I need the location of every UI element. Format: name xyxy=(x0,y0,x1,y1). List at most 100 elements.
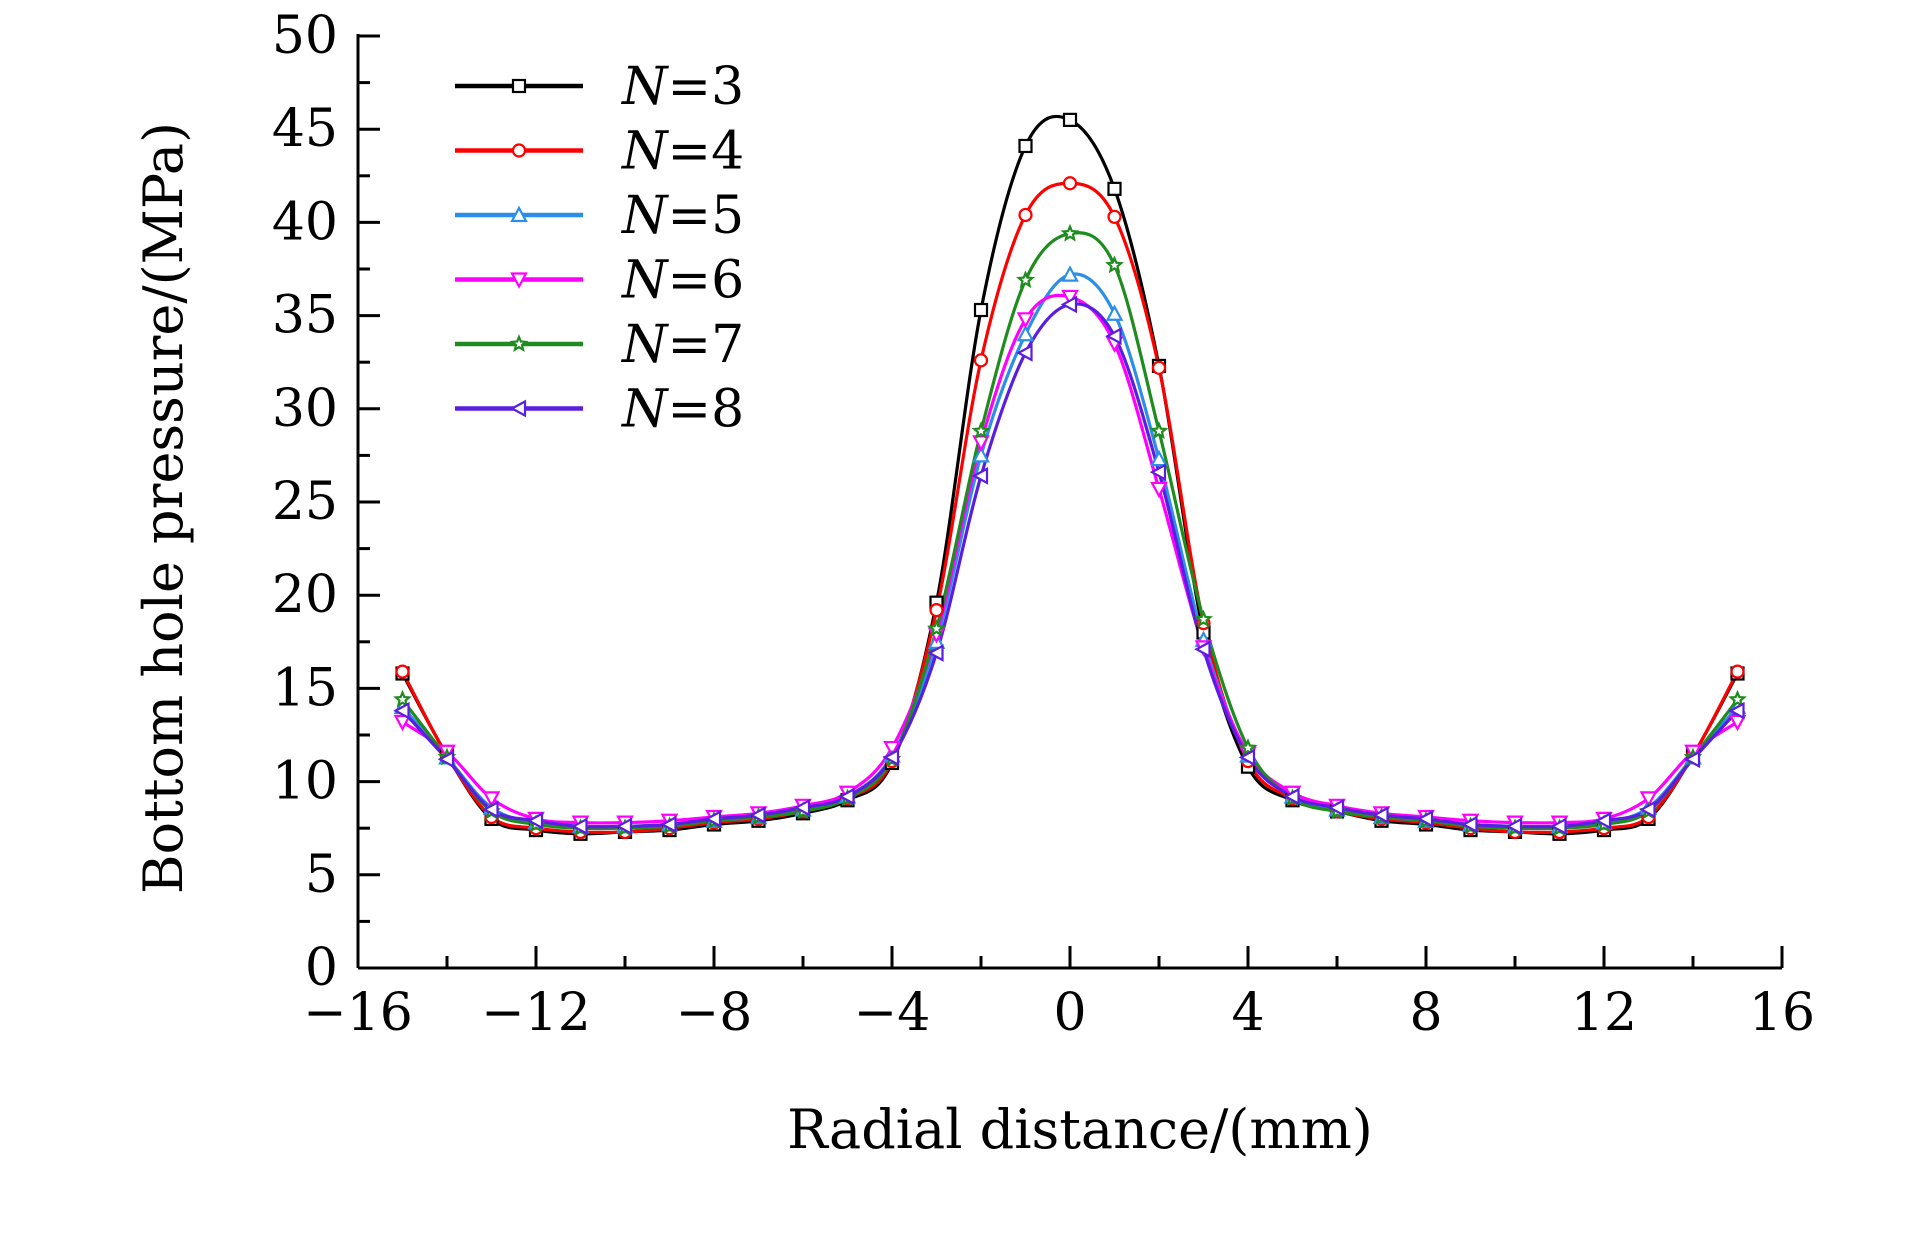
data-point-marker xyxy=(972,435,990,452)
data-point-marker xyxy=(1194,609,1213,628)
legend-label: N=5 xyxy=(620,186,744,246)
legend-label-value: =3 xyxy=(668,57,745,117)
y-tick-label: 45 xyxy=(272,99,338,159)
data-point-marker xyxy=(1105,327,1122,345)
x-tick-label: −12 xyxy=(481,983,591,1043)
legend-label-value: =4 xyxy=(668,122,745,182)
data-point-marker xyxy=(1728,689,1747,708)
data-point-marker xyxy=(1062,176,1078,191)
x-tick-label: 0 xyxy=(1053,983,1086,1043)
data-point-marker xyxy=(1728,701,1745,720)
y-tick-label: 40 xyxy=(272,192,338,252)
data-point-marker xyxy=(1505,817,1523,836)
data-point-marker xyxy=(1728,714,1747,732)
legend-label: N=3 xyxy=(620,57,744,117)
x-tick-label: 16 xyxy=(1749,983,1815,1043)
data-point-marker xyxy=(793,798,811,817)
data-point-marker xyxy=(1372,806,1389,824)
data-point-marker xyxy=(973,353,989,368)
data-point-marker xyxy=(972,446,990,463)
data-point-marker xyxy=(1639,791,1658,808)
data-point-marker xyxy=(1107,209,1122,224)
data-point-marker xyxy=(927,644,944,662)
data-point-marker xyxy=(1150,481,1168,499)
y-tick-label: 20 xyxy=(272,565,338,625)
data-point-marker xyxy=(393,701,410,720)
x-tick-label: −4 xyxy=(854,983,931,1043)
data-point-marker xyxy=(1016,312,1035,329)
y-tick-label: 10 xyxy=(272,752,338,812)
legend-marker xyxy=(511,78,527,94)
data-point-marker xyxy=(883,740,901,758)
data-point-marker xyxy=(1016,344,1033,362)
legend-label: N=6 xyxy=(620,251,744,311)
y-tick-label: 30 xyxy=(272,379,338,439)
legend-label-variable: N xyxy=(620,186,669,246)
y-tick-label: 15 xyxy=(272,658,338,718)
data-point-marker xyxy=(482,800,499,819)
data-point-marker xyxy=(1461,815,1478,834)
x-tick-label: 12 xyxy=(1571,983,1637,1043)
legend-label: N=7 xyxy=(620,315,744,375)
data-point-marker xyxy=(1062,112,1078,127)
legend-marker xyxy=(510,205,528,223)
data-point-marker xyxy=(437,750,455,769)
tick-labels: 0 5 10 15 20 25 30 35 40 45 50 −16 −12 −8 −4 0 4 8 12 16 xyxy=(272,6,1815,1043)
data-point-marker xyxy=(1149,421,1169,440)
legend-marker xyxy=(509,334,529,352)
data-point-marker xyxy=(393,714,412,732)
legend-marker xyxy=(510,272,528,289)
data-point-marker xyxy=(1060,223,1080,242)
data-point-marker xyxy=(660,815,677,834)
x-axis-title: Radial distance/(mm) xyxy=(787,1098,1373,1161)
data-point-marker xyxy=(929,603,944,618)
data-point-marker xyxy=(1194,640,1211,659)
data-point-marker xyxy=(1238,738,1258,757)
data-point-marker xyxy=(615,817,633,836)
data-point-marker xyxy=(1416,810,1434,828)
data-point-marker xyxy=(1061,265,1079,282)
legend-marker xyxy=(509,399,527,418)
data-point-marker xyxy=(1683,750,1701,769)
y-tick-label: 35 xyxy=(272,286,338,346)
data-point-marker xyxy=(882,748,900,767)
data-point-marker xyxy=(1283,787,1300,806)
legend-label-variable: N xyxy=(620,251,669,311)
x-tick-label: 8 xyxy=(1409,983,1442,1043)
data-point-marker xyxy=(1550,817,1567,836)
data-point-marker xyxy=(971,467,989,485)
legend-label: N=8 xyxy=(620,380,744,440)
y-tick-label: 5 xyxy=(305,845,338,905)
data-point-marker xyxy=(973,302,989,318)
series-line-N5 xyxy=(401,272,1739,829)
y-axis-title: Bottom hole pressure/(MPa) xyxy=(132,122,195,894)
data-point-marker xyxy=(1105,304,1124,321)
data-point-marker xyxy=(1150,449,1168,467)
series-line-N8 xyxy=(401,302,1739,829)
x-tick-label: 4 xyxy=(1231,983,1264,1043)
data-point-marker xyxy=(1018,207,1033,223)
data-point-marker xyxy=(1107,181,1122,196)
data-point-marker xyxy=(1639,800,1656,819)
data-point-marker xyxy=(1018,138,1033,154)
data-point-marker xyxy=(1730,664,1745,679)
y-tick-label: 50 xyxy=(272,6,338,66)
data-point-marker xyxy=(393,689,412,708)
legend: N=3N=4N=5N=6N=7N=8 xyxy=(455,57,744,440)
data-point-marker xyxy=(1016,324,1035,342)
legend-label-value: =5 xyxy=(668,186,745,246)
data-point-marker xyxy=(482,791,501,808)
data-point-marker xyxy=(1238,748,1256,767)
data-point-marker xyxy=(1151,360,1167,375)
data-point-marker xyxy=(1060,295,1078,314)
plot-markers xyxy=(393,112,1747,841)
data-point-marker xyxy=(1327,798,1345,817)
y-tick-label: 0 xyxy=(305,938,338,998)
data-point-marker xyxy=(1149,463,1167,482)
legend-label-variable: N xyxy=(620,122,669,182)
legend-label-variable: N xyxy=(620,57,669,117)
data-point-marker xyxy=(1016,270,1035,289)
data-point-marker xyxy=(927,618,946,637)
legend-marker xyxy=(511,143,527,158)
